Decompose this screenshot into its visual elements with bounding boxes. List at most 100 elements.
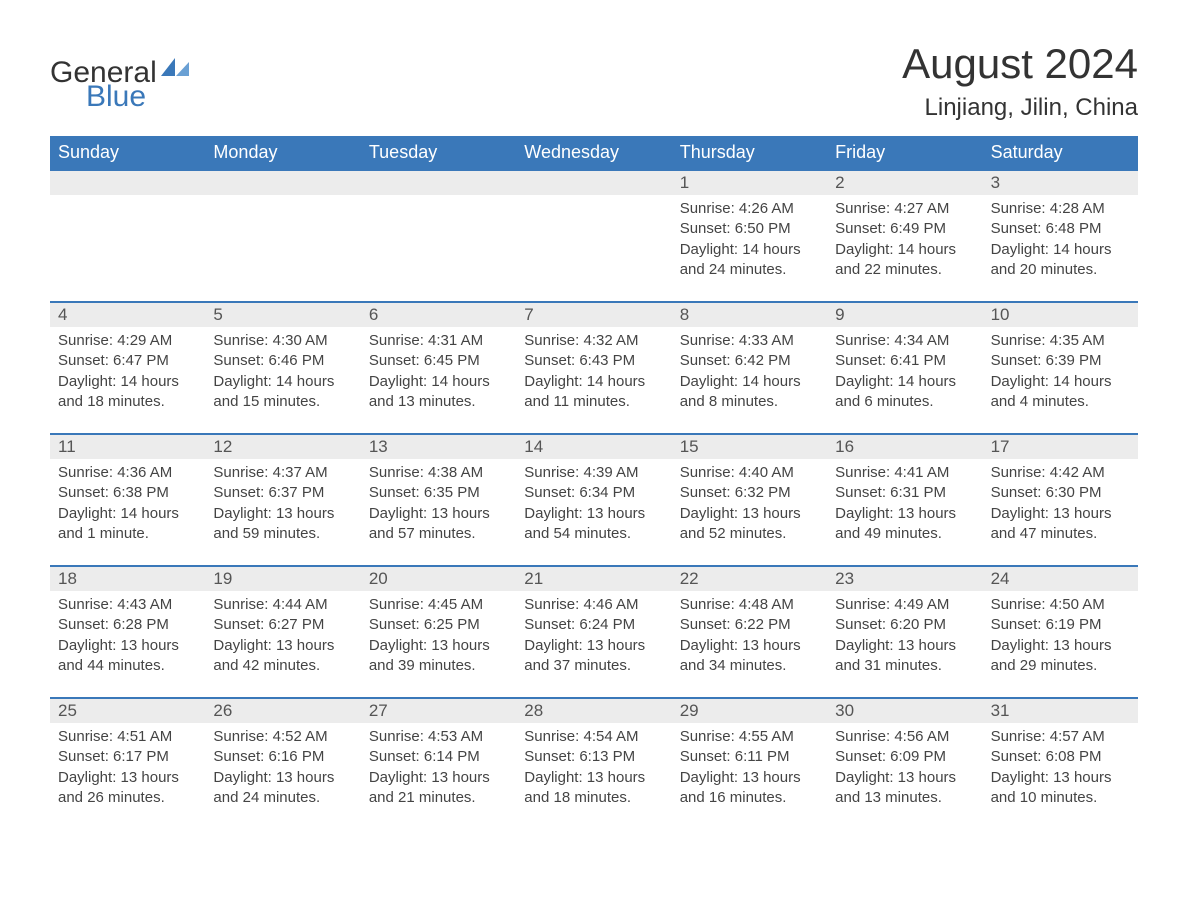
day-number: 23 [827, 567, 982, 591]
detail-dl2: and 24 minutes. [680, 260, 819, 280]
day-cell: 8Sunrise: 4:33 AMSunset: 6:42 PMDaylight… [672, 303, 827, 421]
month-title: August 2024 [902, 40, 1138, 88]
detail-dl2: and 11 minutes. [524, 392, 663, 412]
day-details: Sunrise: 4:49 AMSunset: 6:20 PMDaylight:… [827, 591, 982, 676]
day-number: 28 [516, 699, 671, 723]
day-number [516, 171, 671, 195]
logo-text-blue: Blue [86, 82, 146, 112]
day-cell: 13Sunrise: 4:38 AMSunset: 6:35 PMDayligh… [361, 435, 516, 553]
detail-ss: Sunset: 6:50 PM [680, 219, 819, 239]
detail-dl1: Daylight: 13 hours [991, 636, 1130, 656]
detail-dl2: and 34 minutes. [680, 656, 819, 676]
detail-sr: Sunrise: 4:50 AM [991, 595, 1130, 615]
day-number: 20 [361, 567, 516, 591]
calendar: SundayMondayTuesdayWednesdayThursdayFrid… [50, 136, 1138, 817]
day-details: Sunrise: 4:31 AMSunset: 6:45 PMDaylight:… [361, 327, 516, 412]
detail-dl1: Daylight: 13 hours [213, 636, 352, 656]
day-details: Sunrise: 4:52 AMSunset: 6:16 PMDaylight:… [205, 723, 360, 808]
detail-dl1: Daylight: 14 hours [835, 240, 974, 260]
day-number [50, 171, 205, 195]
day-cell: 4Sunrise: 4:29 AMSunset: 6:47 PMDaylight… [50, 303, 205, 421]
day-number: 29 [672, 699, 827, 723]
detail-dl2: and 6 minutes. [835, 392, 974, 412]
day-number: 21 [516, 567, 671, 591]
detail-ss: Sunset: 6:14 PM [369, 747, 508, 767]
detail-dl2: and 44 minutes. [58, 656, 197, 676]
detail-dl1: Daylight: 13 hours [58, 636, 197, 656]
day-number: 4 [50, 303, 205, 327]
detail-sr: Sunrise: 4:52 AM [213, 727, 352, 747]
day-details: Sunrise: 4:51 AMSunset: 6:17 PMDaylight:… [50, 723, 205, 808]
detail-dl2: and 29 minutes. [991, 656, 1130, 676]
weekday-header: SundayMondayTuesdayWednesdayThursdayFrid… [50, 136, 1138, 169]
day-cell: 19Sunrise: 4:44 AMSunset: 6:27 PMDayligh… [205, 567, 360, 685]
logo-text-block: General Blue [50, 58, 189, 112]
detail-dl2: and 18 minutes. [524, 788, 663, 808]
day-number: 1 [672, 171, 827, 195]
detail-ss: Sunset: 6:46 PM [213, 351, 352, 371]
day-cell: 22Sunrise: 4:48 AMSunset: 6:22 PMDayligh… [672, 567, 827, 685]
detail-ss: Sunset: 6:32 PM [680, 483, 819, 503]
detail-ss: Sunset: 6:25 PM [369, 615, 508, 635]
detail-sr: Sunrise: 4:30 AM [213, 331, 352, 351]
title-block: August 2024 Linjiang, Jilin, China [902, 40, 1138, 132]
week-row: 18Sunrise: 4:43 AMSunset: 6:28 PMDayligh… [50, 565, 1138, 685]
day-details: Sunrise: 4:50 AMSunset: 6:19 PMDaylight:… [983, 591, 1138, 676]
detail-sr: Sunrise: 4:42 AM [991, 463, 1130, 483]
detail-sr: Sunrise: 4:40 AM [680, 463, 819, 483]
detail-sr: Sunrise: 4:26 AM [680, 199, 819, 219]
detail-ss: Sunset: 6:31 PM [835, 483, 974, 503]
week-row: 4Sunrise: 4:29 AMSunset: 6:47 PMDaylight… [50, 301, 1138, 421]
detail-dl2: and 13 minutes. [369, 392, 508, 412]
detail-dl1: Daylight: 14 hours [680, 372, 819, 392]
detail-dl1: Daylight: 14 hours [991, 240, 1130, 260]
day-cell: 26Sunrise: 4:52 AMSunset: 6:16 PMDayligh… [205, 699, 360, 817]
day-cell: 5Sunrise: 4:30 AMSunset: 6:46 PMDaylight… [205, 303, 360, 421]
location: Linjiang, Jilin, China [902, 94, 1138, 122]
detail-dl1: Daylight: 13 hours [213, 504, 352, 524]
detail-ss: Sunset: 6:42 PM [680, 351, 819, 371]
detail-dl1: Daylight: 13 hours [524, 504, 663, 524]
detail-sr: Sunrise: 4:57 AM [991, 727, 1130, 747]
week-row: 1 Sunrise: 4:26 AMSunset: 6:50 PM Daylight… [50, 169, 1138, 289]
detail-dl1: Daylight: 14 hours [524, 372, 663, 392]
day-number: 22 [672, 567, 827, 591]
detail-dl1: Daylight: 13 hours [213, 768, 352, 788]
detail-dl1: Daylight: 14 hours [58, 504, 197, 524]
detail-dl1: Daylight: 14 hours [835, 372, 974, 392]
day-details: Sunrise: 4:53 AMSunset: 6:14 PMDaylight:… [361, 723, 516, 808]
detail-dl2: and 54 minutes. [524, 524, 663, 544]
detail-dl1: Daylight: 13 hours [680, 768, 819, 788]
detail-dl1: Daylight: 13 hours [991, 768, 1130, 788]
day-cell: 14Sunrise: 4:39 AMSunset: 6:34 PMDayligh… [516, 435, 671, 553]
detail-sr: Sunrise: 4:39 AM [524, 463, 663, 483]
detail-sr: Sunrise: 4:27 AM [835, 199, 974, 219]
weekday-label: Saturday [983, 136, 1138, 169]
detail-sr: Sunrise: 4:38 AM [369, 463, 508, 483]
day-cell: 30Sunrise: 4:56 AMSunset: 6:09 PMDayligh… [827, 699, 982, 817]
day-number [361, 171, 516, 195]
day-cell: 17Sunrise: 4:42 AMSunset: 6:30 PMDayligh… [983, 435, 1138, 553]
detail-ss: Sunset: 6:24 PM [524, 615, 663, 635]
detail-dl2: and 15 minutes. [213, 392, 352, 412]
detail-ss: Sunset: 6:38 PM [58, 483, 197, 503]
day-cell: 2Sunrise: 4:27 AMSunset: 6:49 PMDaylight… [827, 171, 982, 289]
detail-sr: Sunrise: 4:54 AM [524, 727, 663, 747]
day-cell: 23Sunrise: 4:49 AMSunset: 6:20 PMDayligh… [827, 567, 982, 685]
day-number: 2 [827, 171, 982, 195]
day-number: 12 [205, 435, 360, 459]
detail-sr: Sunrise: 4:35 AM [991, 331, 1130, 351]
day-number: 7 [516, 303, 671, 327]
detail-dl1: Daylight: 14 hours [369, 372, 508, 392]
header: General Blue August 2024 Linjiang, Jilin… [50, 40, 1138, 132]
detail-dl2: and 24 minutes. [213, 788, 352, 808]
day-details: Sunrise: 4:33 AMSunset: 6:42 PMDaylight:… [672, 327, 827, 412]
day-cell: 25Sunrise: 4:51 AMSunset: 6:17 PMDayligh… [50, 699, 205, 817]
day-cell: 20Sunrise: 4:45 AMSunset: 6:25 PMDayligh… [361, 567, 516, 685]
detail-dl2: and 47 minutes. [991, 524, 1130, 544]
day-cell: 3Sunrise: 4:28 AMSunset: 6:48 PMDaylight… [983, 171, 1138, 289]
detail-ss: Sunset: 6:11 PM [680, 747, 819, 767]
empty-cell [516, 171, 671, 289]
day-number: 8 [672, 303, 827, 327]
day-number: 3 [983, 171, 1138, 195]
